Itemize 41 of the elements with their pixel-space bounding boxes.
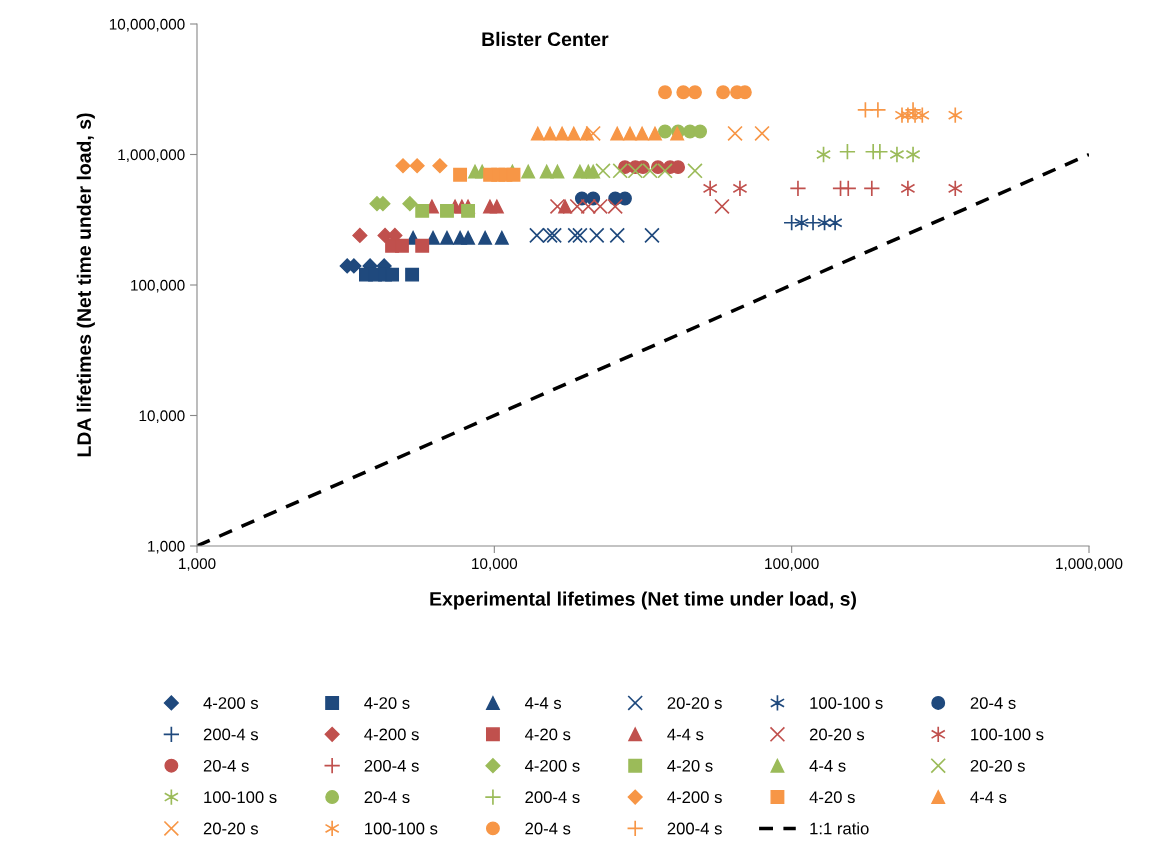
legend-label: 4-4 s — [809, 760, 846, 772]
y-tick-label: 1,000 — [148, 540, 185, 554]
legend-label: 20-4 s — [364, 791, 410, 804]
y-tick-label: 10,000 — [139, 410, 185, 423]
legend-label: 20-4 s — [525, 822, 571, 835]
legend-label: 20-20 s — [667, 697, 722, 709]
legend-label: 100-100 s — [204, 791, 277, 804]
legend-label: 4-20 s — [524, 728, 571, 741]
legend-label: 4-4 s — [667, 728, 704, 741]
legend-label: 4-200 s — [364, 728, 419, 741]
legend-label: 100-100 s — [365, 822, 438, 835]
legend-label: 1:1 ratio — [810, 822, 869, 835]
legend-label: 100-100 s — [971, 728, 1044, 741]
legend-label: 20-20 s — [809, 728, 865, 741]
legend-label: 4-20 s — [667, 759, 713, 772]
legend-label: 20-20 s — [970, 759, 1025, 772]
legend-label: 4-200 s — [203, 697, 259, 709]
legend-label: 20-20 s — [203, 822, 259, 835]
x-tick-label: 10,000 — [472, 558, 518, 571]
legend-label: 4-20 s — [809, 791, 855, 804]
legend-label: 20-4 s — [970, 697, 1016, 709]
x-axis-title: Experimental lifetimes (Net time under load, s) — [430, 591, 856, 610]
legend-label: 4-4 s — [524, 697, 562, 709]
legend-label: 100-100 s — [810, 697, 883, 709]
x-tick-label: 100,000 — [765, 558, 819, 571]
legend-label: 20-4 s — [203, 759, 249, 772]
y-axis-title: LDA lifetimes (Net time under load, s) — [76, 113, 95, 457]
legend-label: 200-4 s — [364, 759, 419, 772]
legend-label: 200-4 s — [667, 822, 722, 835]
x-tick-label: 1,000 — [179, 558, 216, 571]
y-tick-label: 100,000 — [131, 279, 185, 293]
legend-label: 4-20 s — [364, 697, 410, 709]
y-tick-label: 10,000,000 — [109, 18, 185, 32]
legend-label: 4-4 s — [970, 791, 1007, 804]
legend-label: 200-4 s — [525, 791, 580, 804]
chart-title: Blister Center — [482, 31, 609, 47]
x-tick-label: 1,000,000 — [1056, 558, 1123, 571]
y-tick-label: 1,000,000 — [118, 149, 185, 162]
legend-label: 200-4 s — [203, 728, 259, 741]
legend-label: 4-200 s — [667, 791, 722, 804]
legend-label: 4-200 s — [524, 759, 580, 772]
